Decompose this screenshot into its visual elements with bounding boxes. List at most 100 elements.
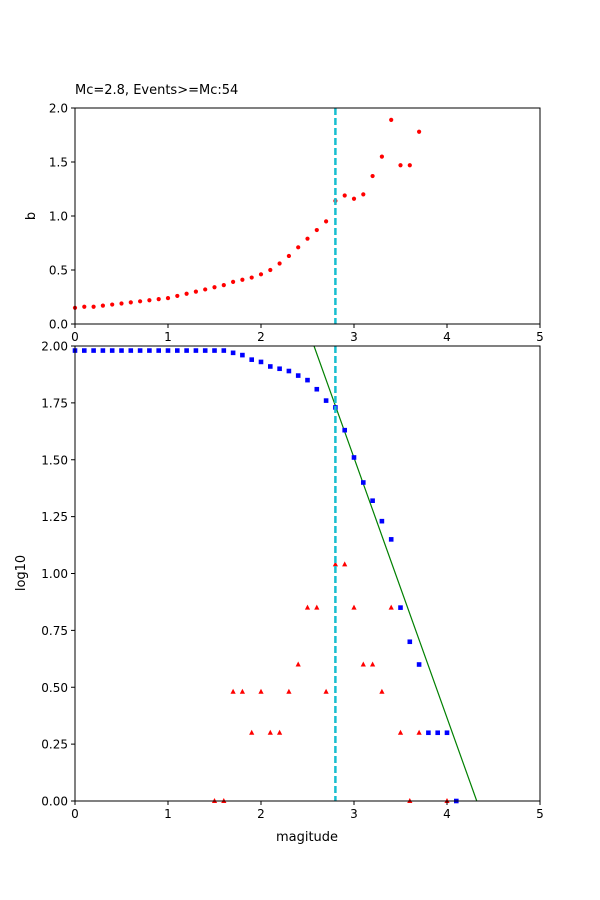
bottom-fit-line: [313, 346, 478, 801]
bottom-series1-point: [360, 661, 366, 667]
bottom-series1-point: [295, 661, 301, 667]
bottom-series1-point: [323, 688, 329, 694]
bottom-x-axis-label: magitude: [276, 830, 338, 845]
top-series0-point: [221, 283, 226, 288]
bottom-series1-point: [304, 604, 311, 610]
top-series0-point: [193, 289, 198, 294]
top-series0-point: [370, 173, 375, 179]
top-series0-point: [398, 163, 403, 168]
bottom-series0-point: [147, 348, 152, 353]
bottom-series1-point: [342, 561, 348, 567]
bottom-series1-point: [239, 688, 245, 694]
top-series0-point: [165, 295, 171, 301]
top-series0-point: [286, 253, 291, 259]
bottom-series0-point: [379, 518, 385, 524]
bottom-series0-point: [212, 348, 217, 353]
bottom-series0-point: [361, 480, 366, 485]
top-y-tick-label: 0.5: [49, 264, 68, 278]
bottom-series0-point: [91, 348, 96, 353]
bottom-series0-point: [407, 639, 413, 645]
bottom-series0-point: [156, 348, 161, 353]
bottom-series0-point: [342, 427, 347, 433]
bottom-series0-point: [109, 348, 115, 353]
bottom-x-tick-label: 0: [71, 807, 79, 821]
top-series0-point: [138, 299, 143, 304]
bottom-series0-point: [184, 348, 189, 353]
b-value-panel: Mc=2.8, Events>=Mc:54 b 0 1 2 3 4 5 0.0 0.5 1.0 1…: [24, 83, 544, 344]
bottom-series0-point: [351, 455, 357, 460]
top-y-axis-label: b: [24, 212, 39, 220]
bottom-series0-point: [137, 348, 143, 353]
top-series0-point: [258, 272, 264, 277]
bottom-series0-point: [370, 498, 375, 503]
bottom-series1-point: [397, 729, 404, 735]
bottom-y-tick-label: 1.75: [41, 396, 68, 410]
top-x-tick-label: 0: [71, 330, 79, 344]
top-y-tick-label: 1.5: [49, 156, 68, 170]
bottom-y-tick-label: 0.50: [41, 681, 68, 695]
top-series0-point: [212, 285, 217, 290]
top-x-tick-label: 4: [443, 330, 451, 344]
top-series0-point: [156, 297, 161, 302]
bottom-series0-point: [249, 357, 254, 362]
top-axes-frame: [74, 107, 541, 325]
top-series0-point: [240, 277, 245, 282]
top-y-tick-label: 1.0: [49, 210, 68, 224]
bottom-x-tick-label: 1: [164, 807, 172, 821]
bottom-series0-point: [398, 605, 403, 610]
bottom-series0-point: [388, 537, 394, 542]
bottom-series0-point: [221, 348, 227, 353]
bottom-series0-point: [305, 377, 310, 383]
bottom-series0-point: [240, 352, 245, 358]
bottom-y-tick-label: 1.50: [41, 453, 68, 467]
bottom-series1-point: [370, 661, 376, 667]
bottom-x-tick-label: 5: [536, 807, 544, 821]
bottom-x-tick-label: 4: [443, 807, 451, 821]
bottom-series0-point: [286, 368, 292, 374]
top-series0-point: [268, 267, 273, 273]
bottom-series0-point: [416, 662, 422, 667]
bottom-series0-point: [444, 730, 450, 736]
top-series0-point: [379, 154, 384, 159]
bottom-series1-point: [416, 729, 422, 735]
bottom-series0-point: [314, 386, 320, 392]
top-series0-point: [175, 293, 180, 299]
top-series0-point: [351, 196, 357, 201]
top-series0-point: [110, 302, 115, 307]
bottom-series0-point: [175, 348, 180, 353]
bottom-y-tick-label: 1.25: [41, 510, 68, 524]
top-series0-point: [249, 275, 254, 280]
bottom-y-axis-label: log10: [14, 555, 29, 591]
bottom-series0-point: [193, 348, 199, 353]
bottom-series1-point: [351, 604, 357, 610]
top-series0-point: [147, 298, 152, 303]
bottom-series0-point: [165, 348, 171, 353]
top-series0-point: [305, 236, 310, 241]
bottom-series0-point: [202, 348, 208, 353]
top-series0-point: [324, 219, 329, 224]
top-series0-point: [128, 300, 133, 305]
bottom-series0-point: [323, 398, 329, 403]
top-series0-point: [296, 245, 301, 250]
bottom-series1-point: [230, 688, 236, 694]
top-series0-point: [277, 261, 282, 266]
top-series0-point: [82, 304, 87, 309]
bottom-series1-point: [277, 729, 283, 735]
top-series0-point: [342, 193, 347, 198]
bottom-series1-point: [249, 729, 255, 735]
bottom-series0-point: [230, 350, 236, 356]
bottom-y-tick-label: 0.00: [41, 795, 68, 809]
bottom-series0-point: [268, 364, 273, 369]
bottom-series0-point: [119, 348, 124, 353]
bottom-series1-point: [286, 688, 292, 694]
bottom-series0-point: [435, 730, 440, 736]
bottom-series1-point: [332, 561, 338, 567]
bottom-y-tick-label: 2.00: [41, 340, 68, 354]
top-series0-point: [231, 279, 236, 284]
top-series0-point: [100, 303, 105, 308]
top-panel-title: Mc=2.8, Events>=Mc:54: [75, 83, 238, 98]
bottom-series0-point: [100, 348, 106, 353]
frequency-magnitude-panel: log10 magitude 0 1 2 3 4 5 0.00 0.25 0.50 0.75 1.0…: [14, 340, 544, 846]
bottom-series0-point: [426, 730, 431, 736]
